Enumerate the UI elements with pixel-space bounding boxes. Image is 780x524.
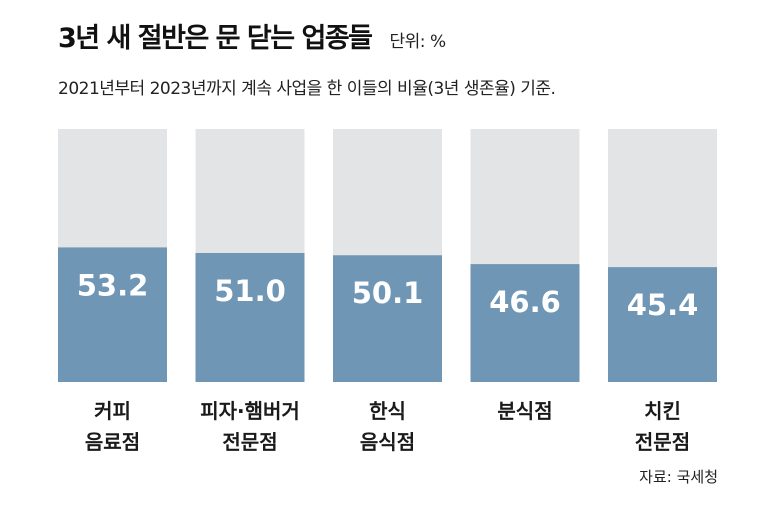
category-label: 음식점 bbox=[360, 430, 415, 454]
category-label: 피자·햄버거 bbox=[200, 399, 300, 423]
bar bbox=[608, 267, 717, 382]
bar-value-label: 51.0 bbox=[214, 274, 286, 308]
category-label: 전문점 bbox=[635, 430, 690, 454]
title-row: 3년 새 절반은 문 닫는 업종들 단위: % bbox=[58, 16, 446, 55]
category-label: 한식 bbox=[369, 399, 406, 423]
chart-title: 3년 새 절반은 문 닫는 업종들 bbox=[58, 23, 373, 54]
bar bbox=[58, 247, 167, 382]
category-label: 커피 bbox=[94, 399, 131, 423]
source-label: 자료: 국세청 bbox=[639, 468, 718, 486]
bar-value-label: 53.2 bbox=[77, 268, 149, 302]
bar-value-label: 50.1 bbox=[352, 276, 424, 310]
unit-label: 단위: % bbox=[389, 32, 447, 52]
bar bbox=[470, 264, 580, 382]
bar bbox=[333, 255, 442, 382]
chart-subtitle: 2021년부터 2023년까지 계속 사업을 한 이들의 비율(3년 생존율) … bbox=[58, 79, 556, 99]
category-label: 음료점 bbox=[85, 430, 140, 454]
bar-value-label: 45.4 bbox=[627, 288, 699, 322]
category-label: 치킨 bbox=[644, 399, 681, 423]
category-label: 분식점 bbox=[497, 399, 552, 423]
category-label: 전문점 bbox=[222, 430, 277, 454]
bar bbox=[195, 252, 305, 382]
bar-value-label: 46.6 bbox=[489, 285, 561, 319]
